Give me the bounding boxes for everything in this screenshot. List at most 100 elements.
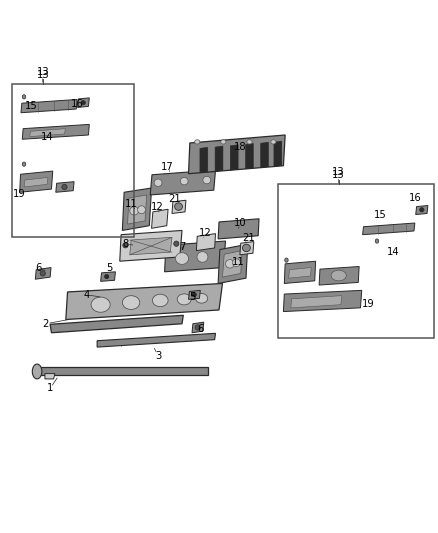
Ellipse shape [226, 260, 234, 268]
Text: 12: 12 [151, 202, 163, 212]
Polygon shape [35, 268, 51, 279]
Ellipse shape [174, 241, 179, 246]
Polygon shape [101, 272, 116, 281]
Polygon shape [274, 141, 282, 166]
Polygon shape [66, 284, 223, 319]
Polygon shape [120, 230, 182, 261]
Bar [278, 184, 434, 338]
Ellipse shape [420, 208, 424, 212]
Polygon shape [319, 266, 359, 285]
Ellipse shape [192, 293, 196, 297]
Polygon shape [127, 195, 147, 224]
Polygon shape [188, 135, 285, 174]
Text: 5: 5 [106, 263, 113, 273]
Text: 14: 14 [41, 132, 53, 142]
Polygon shape [24, 177, 48, 187]
Text: 14: 14 [387, 247, 399, 257]
Polygon shape [165, 241, 226, 272]
Text: 13: 13 [332, 171, 345, 180]
Text: 5: 5 [189, 292, 195, 302]
Ellipse shape [81, 101, 85, 105]
Ellipse shape [285, 258, 288, 262]
Text: 21: 21 [168, 193, 181, 204]
Text: 12: 12 [199, 228, 212, 238]
Polygon shape [200, 147, 208, 173]
Text: 10: 10 [233, 218, 246, 228]
Polygon shape [289, 268, 311, 278]
Polygon shape [261, 142, 268, 168]
Text: 18: 18 [233, 142, 246, 152]
Ellipse shape [331, 270, 346, 281]
Ellipse shape [40, 271, 46, 276]
Ellipse shape [154, 179, 162, 187]
Text: 13: 13 [36, 67, 49, 77]
Polygon shape [56, 182, 74, 192]
Polygon shape [150, 170, 215, 195]
Text: 19: 19 [12, 189, 25, 199]
Ellipse shape [243, 244, 251, 252]
Text: 15: 15 [374, 209, 386, 220]
Polygon shape [20, 171, 53, 192]
Polygon shape [122, 188, 152, 230]
Polygon shape [196, 233, 215, 251]
Text: 15: 15 [25, 101, 37, 111]
Text: 6: 6 [198, 324, 204, 334]
Polygon shape [283, 290, 362, 312]
Ellipse shape [152, 294, 168, 306]
Polygon shape [291, 296, 342, 308]
Polygon shape [416, 206, 428, 215]
Polygon shape [22, 124, 89, 139]
Ellipse shape [123, 243, 128, 248]
Polygon shape [192, 322, 204, 333]
Ellipse shape [22, 95, 26, 99]
Ellipse shape [203, 176, 211, 184]
Ellipse shape [247, 140, 252, 144]
Polygon shape [172, 200, 186, 214]
Ellipse shape [195, 325, 200, 330]
Text: 1: 1 [47, 383, 53, 393]
Text: 3: 3 [155, 351, 161, 361]
Polygon shape [34, 367, 208, 375]
Ellipse shape [122, 296, 140, 310]
Polygon shape [223, 251, 242, 277]
Polygon shape [78, 98, 89, 108]
Ellipse shape [233, 259, 240, 266]
Ellipse shape [221, 140, 226, 144]
Ellipse shape [130, 207, 138, 215]
Polygon shape [45, 374, 55, 379]
Text: 21: 21 [242, 233, 255, 244]
Text: 6: 6 [35, 263, 42, 273]
Polygon shape [97, 333, 215, 347]
Text: 8: 8 [122, 239, 128, 249]
Text: 11: 11 [232, 257, 245, 267]
Ellipse shape [175, 203, 183, 211]
Polygon shape [363, 223, 415, 235]
Polygon shape [215, 146, 223, 172]
Text: 16: 16 [71, 99, 84, 109]
Polygon shape [188, 290, 200, 300]
Text: 13: 13 [332, 167, 345, 177]
Ellipse shape [197, 252, 208, 262]
Ellipse shape [138, 206, 145, 214]
Polygon shape [152, 209, 168, 228]
Ellipse shape [105, 274, 109, 279]
Polygon shape [218, 219, 259, 239]
Ellipse shape [375, 239, 379, 243]
Text: 2: 2 [42, 319, 49, 329]
Polygon shape [284, 261, 316, 284]
Ellipse shape [176, 253, 188, 264]
Polygon shape [50, 316, 184, 333]
Ellipse shape [91, 297, 110, 312]
Text: 11: 11 [125, 199, 138, 209]
Ellipse shape [32, 364, 42, 379]
Text: 4: 4 [83, 289, 89, 300]
Polygon shape [245, 143, 253, 169]
Polygon shape [230, 145, 238, 170]
Ellipse shape [62, 184, 67, 190]
Bar [12, 84, 134, 237]
Polygon shape [218, 244, 248, 284]
Text: 17: 17 [161, 162, 174, 172]
Text: 7: 7 [179, 242, 185, 252]
Polygon shape [30, 128, 65, 136]
Text: 19: 19 [362, 298, 374, 309]
